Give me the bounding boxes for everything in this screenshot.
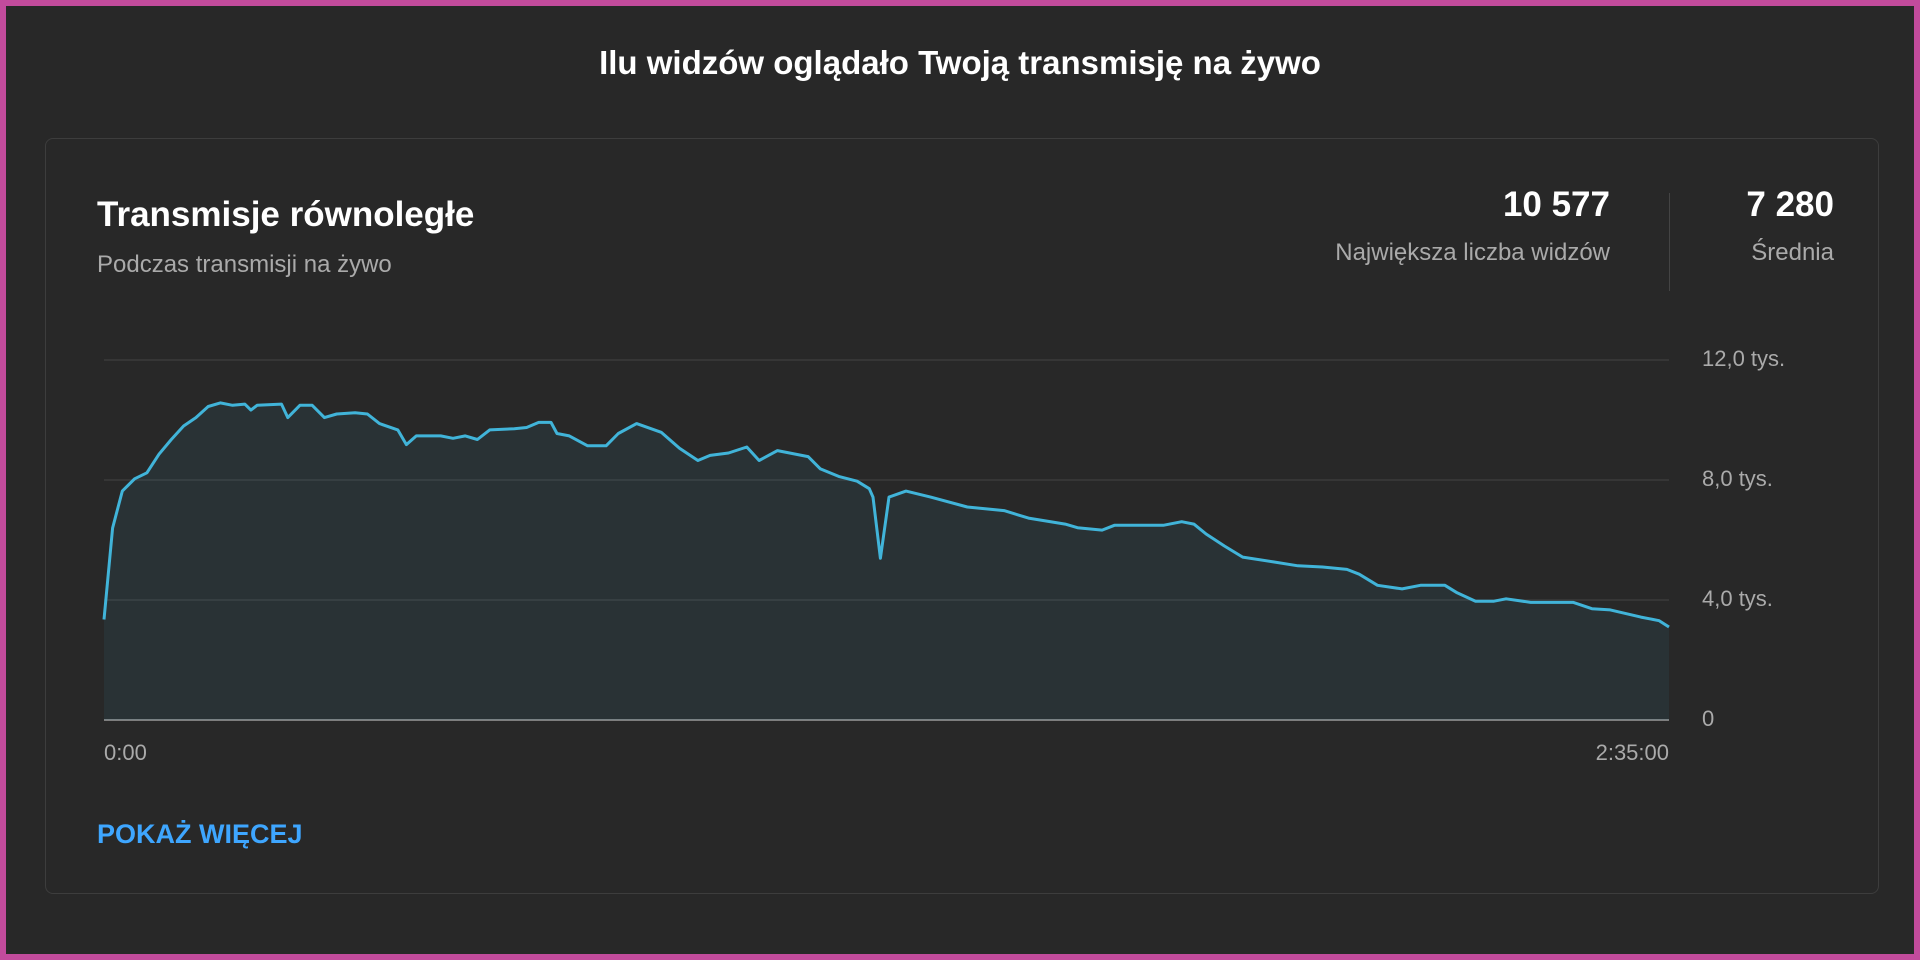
show-more-button[interactable]: POKAŻ WIĘCEJ — [97, 819, 303, 849]
stat-value: 7 280 — [1746, 185, 1834, 224]
stat-value: 10 577 — [1502, 185, 1610, 224]
stat-label: Największa liczba widzów — [1335, 239, 1610, 266]
y-tick-label: 8,0 tys. — [1702, 466, 1773, 491]
x-tick-label: 2:35:00 — [1596, 740, 1669, 765]
divider — [1669, 193, 1670, 291]
y-tick-label: 12,0 tys. — [1702, 346, 1785, 371]
card-subtitle: Podczas transmisji na żywo — [97, 251, 392, 278]
y-tick-label: 0 — [1702, 706, 1714, 731]
frame: Ilu widzów oglądało Twoją transmisję na … — [6, 6, 1914, 954]
x-tick-label: 0:00 — [104, 740, 147, 765]
card: Transmisje równoległe Podczas transmisji… — [45, 138, 1879, 894]
line — [102, 401, 1670, 629]
chart: 0 4,0 tys. 8,0 tys. 12,0 tys. 0:00 2:35:00 — [102, 346, 1785, 765]
stat: 10 577 Największa liczba widzów — [1335, 185, 1610, 267]
stat: 7 280 Średnia — [1746, 185, 1834, 267]
y-tick-label: 4,0 tys. — [1702, 586, 1773, 611]
area — [104, 402, 1669, 720]
page-title: Ilu widzów oglądało Twoją transmisję na … — [599, 44, 1321, 81]
card-title: Transmisje równoległe — [97, 195, 475, 234]
stat-label: Średnia — [1751, 239, 1834, 266]
